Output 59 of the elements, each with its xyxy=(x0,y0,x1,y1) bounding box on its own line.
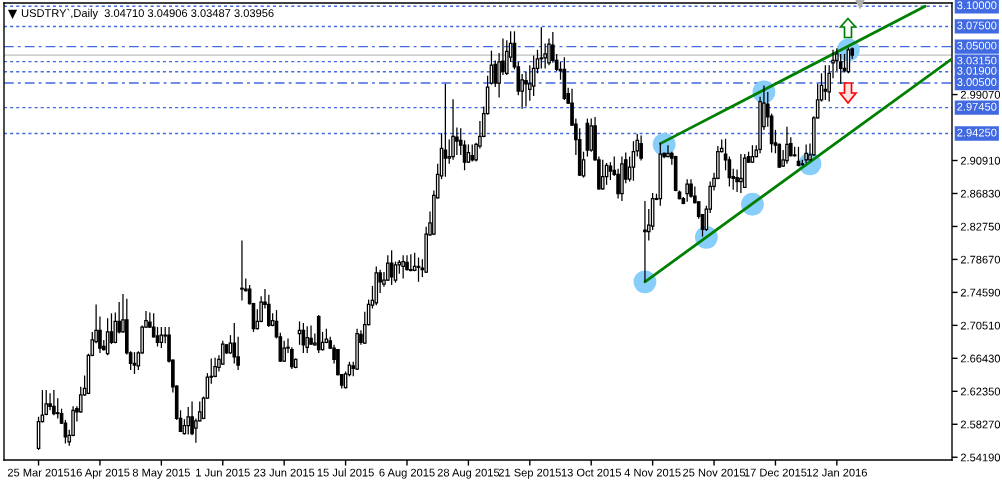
ref-line-label: 3.10000 xyxy=(957,1,997,10)
candlestick xyxy=(55,397,60,420)
x-tick-label: 25 Mar 2015 xyxy=(7,468,70,477)
candlestick xyxy=(48,392,52,411)
x-tick-label: 21 Sep 2015 xyxy=(498,468,561,479)
y-tick-label: 2.78670 xyxy=(960,255,1001,264)
x-tick-label: 13 Oct 2015 xyxy=(561,468,622,477)
candlestick xyxy=(539,26,544,70)
ref-line-label: 3.01900 xyxy=(957,66,997,75)
candlestick xyxy=(309,324,313,346)
y-tick-label: 2.99070 xyxy=(960,90,1001,99)
x-tick-label: 28 Aug 2015 xyxy=(437,468,500,479)
y-tick-label: 2.62350 xyxy=(960,387,1001,396)
candlestick xyxy=(240,239,244,302)
y-tick-label: 2.58270 xyxy=(960,420,1001,429)
x-tick-label: 15 Jul 2015 xyxy=(317,468,374,477)
candlestick xyxy=(401,254,405,280)
x-tick-label: 6 Aug 2015 xyxy=(379,468,435,479)
candlestick xyxy=(639,134,643,162)
chart-title: USDTRY`,Daily 3.04710 3.04906 3.03487 3.03956 xyxy=(21,8,274,20)
ref-line-label: 3.07500 xyxy=(957,21,997,30)
ref-line-label: 3.03150 xyxy=(957,56,997,65)
y-tick-label: 2.66430 xyxy=(960,354,1001,363)
candlestick xyxy=(186,406,191,436)
candlestick xyxy=(132,351,137,375)
candlestick xyxy=(666,144,670,158)
y-tick-label: 2.86830 xyxy=(960,189,1001,198)
candlestick xyxy=(305,325,310,354)
candlestick xyxy=(600,159,605,191)
candlestick xyxy=(643,200,647,283)
y-tick-label: 2.70510 xyxy=(960,321,1001,330)
candlestick xyxy=(282,340,286,363)
candlestick xyxy=(155,326,160,348)
y-tick-label: 2.54190 xyxy=(960,453,1001,462)
x-tick-label: 16 Apr 2015 xyxy=(70,468,130,479)
candlestick xyxy=(823,64,828,101)
candlestick xyxy=(451,98,455,161)
x-tick-label: 1 Jun 2015 xyxy=(196,468,250,477)
candlestick xyxy=(455,126,459,156)
x-tick-label: 8 May 2015 xyxy=(132,468,190,479)
y-tick-label: 2.90910 xyxy=(960,156,1001,165)
x-tick-label: 17 Dec 2015 xyxy=(744,468,807,477)
y-tick-label: 2.82750 xyxy=(960,222,1001,231)
x-tick-label: 4 Nov 2015 xyxy=(624,468,681,477)
ref-line-label: 3.05000 xyxy=(957,41,997,50)
candlestick xyxy=(52,389,56,416)
candlestick xyxy=(739,153,743,194)
x-tick-label: 25 Nov 2015 xyxy=(683,468,746,477)
candlestick xyxy=(685,178,689,203)
x-tick-label: 12 Jan 2016 xyxy=(807,468,867,477)
candlestick xyxy=(443,83,448,178)
candlestick xyxy=(804,143,808,164)
ref-line-label: 3.00500 xyxy=(957,78,997,86)
candlestick xyxy=(785,126,789,165)
y-tick-label: 2.74590 xyxy=(960,288,1001,297)
x-tick-label: 23 Jun 2015 xyxy=(254,468,315,477)
ref-line-label: 2.97450 xyxy=(957,102,997,111)
ref-line-label: 2.94250 xyxy=(957,128,997,137)
candlestick xyxy=(689,178,693,199)
